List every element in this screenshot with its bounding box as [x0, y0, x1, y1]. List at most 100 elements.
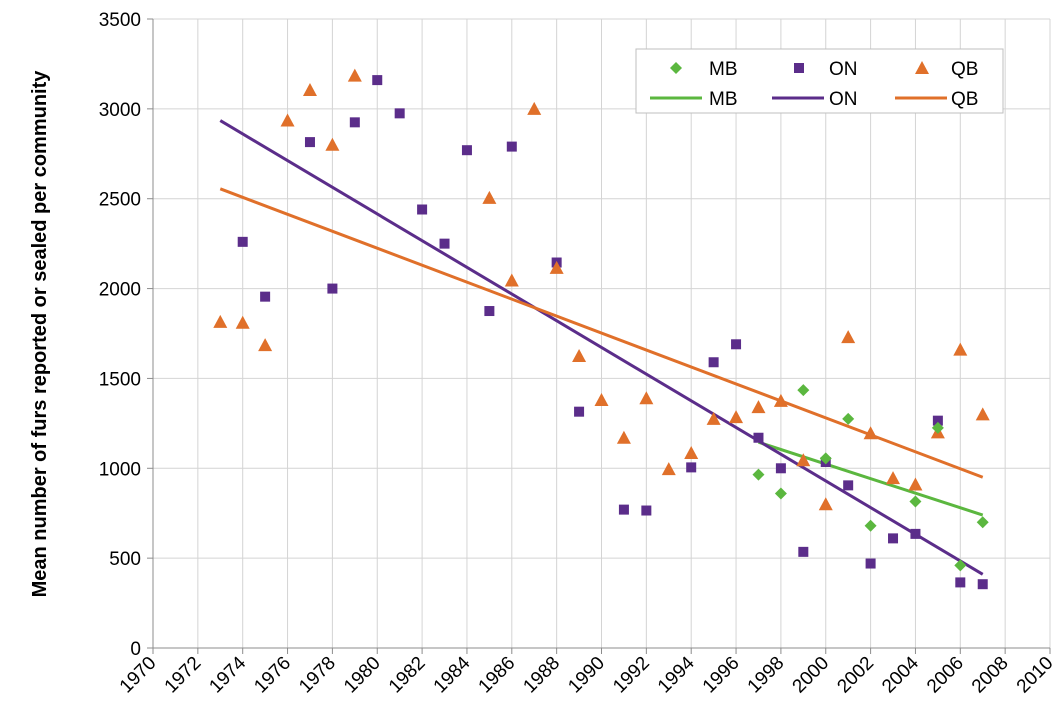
point-qb	[549, 260, 564, 274]
legend-marker-on	[794, 63, 804, 73]
point-qb	[863, 426, 878, 440]
point-qb	[325, 137, 340, 151]
point-qb	[706, 411, 721, 425]
point-qb	[953, 342, 968, 356]
point-qb	[661, 462, 676, 476]
point-on	[574, 406, 585, 417]
x-tick-label: 1988	[519, 653, 564, 698]
point-on	[865, 558, 876, 569]
y-tick-label: 3000	[99, 100, 141, 121]
axes	[147, 18, 1051, 654]
point-qb	[594, 392, 609, 406]
point-on	[977, 579, 988, 590]
y-tick-label: 1000	[99, 459, 141, 480]
point-on	[461, 145, 472, 156]
legend-label-qb-marker: QB	[951, 59, 978, 80]
point-on	[731, 339, 742, 350]
point-on	[888, 533, 899, 544]
y-tick-label: 3500	[99, 10, 141, 31]
point-mb	[909, 495, 922, 508]
y-tick-label: 0	[130, 639, 141, 660]
point-mb	[752, 468, 765, 481]
point-qb	[751, 400, 766, 414]
point-on	[753, 432, 764, 443]
x-tick-label: 1998	[744, 653, 789, 698]
point-on	[260, 291, 271, 302]
x-tick-label: 1976	[250, 653, 295, 698]
x-tick-label: 2006	[923, 653, 968, 698]
point-qb	[280, 113, 295, 127]
point-qb	[975, 407, 990, 421]
point-on	[641, 505, 652, 516]
data-points	[213, 68, 990, 590]
point-on	[327, 283, 338, 294]
point-mb	[976, 516, 989, 529]
legend: MB ON QB MB ON QB	[635, 48, 1004, 114]
point-qb	[639, 391, 654, 405]
point-qb	[572, 348, 587, 362]
point-qb	[347, 68, 362, 82]
x-tick-label: 2002	[833, 653, 878, 698]
point-qb	[908, 477, 923, 491]
point-on	[618, 504, 629, 515]
legend-marker-qb	[915, 61, 929, 74]
legend-box	[635, 48, 1004, 114]
y-tick-label: 2500	[99, 190, 141, 211]
trendline-on	[219, 119, 984, 576]
point-mb	[774, 487, 787, 500]
x-tick-label: 2010	[1013, 653, 1058, 698]
point-mb	[797, 384, 810, 397]
point-on	[372, 75, 383, 86]
point-on	[798, 546, 809, 557]
x-tick-label: 2004	[878, 652, 923, 697]
point-on	[955, 577, 966, 588]
x-tick-label: 1986	[475, 653, 520, 698]
y-tick-label: 2000	[99, 280, 141, 301]
point-on	[237, 236, 248, 247]
x-tick-label: 1994	[654, 652, 699, 697]
point-on	[910, 528, 921, 539]
x-tick-label: 1978	[295, 653, 340, 698]
x-tick-label: 1980	[340, 653, 385, 698]
x-tick-label: 1970	[116, 653, 161, 698]
point-qb	[482, 190, 497, 204]
trendline-mb	[758, 440, 984, 517]
point-on	[439, 238, 450, 249]
legend-label-qb-line: QB	[951, 89, 978, 110]
x-tick-label: 1972	[161, 653, 206, 698]
point-qb	[796, 453, 811, 467]
y-tick-label: 1500	[99, 369, 141, 390]
point-qb	[773, 393, 788, 407]
point-on	[686, 462, 697, 473]
point-mb	[842, 412, 855, 425]
point-mb	[819, 452, 832, 465]
x-tick-label: 1996	[699, 653, 744, 698]
legend-label-on-line: ON	[829, 89, 858, 110]
x-tick-label: 1984	[430, 652, 475, 697]
x-tick-label: 1982	[385, 653, 430, 698]
point-on	[708, 357, 719, 368]
y-axis-label: Mean number of furs reported or sealed p…	[29, 70, 51, 598]
point-on	[506, 141, 517, 152]
y-tick-label: 500	[109, 549, 141, 570]
point-on	[484, 306, 495, 317]
point-on	[843, 480, 854, 491]
point-qb	[527, 101, 542, 115]
legend-label-on-marker: ON	[829, 59, 858, 80]
x-tick-label: 1974	[205, 652, 250, 697]
point-qb	[729, 410, 744, 424]
point-on	[304, 137, 315, 148]
point-qb	[235, 315, 250, 329]
point-qb	[504, 273, 519, 287]
point-on	[932, 415, 943, 426]
point-mb	[954, 559, 967, 572]
point-on	[394, 108, 405, 119]
point-qb	[258, 338, 273, 352]
point-on	[775, 463, 786, 474]
point-mb	[864, 519, 877, 532]
point-qb	[213, 314, 228, 328]
point-qb	[302, 82, 317, 96]
point-qb	[886, 471, 901, 485]
legend-label-mb-marker: MB	[709, 59, 738, 80]
